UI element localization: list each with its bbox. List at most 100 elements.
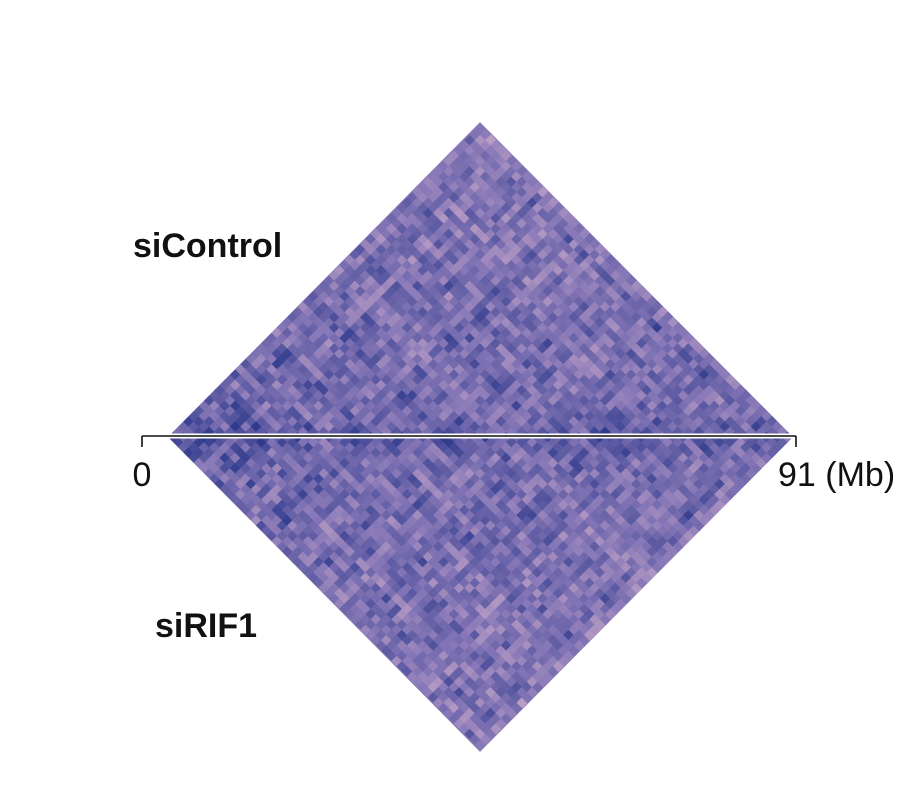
heatmap-cell <box>318 509 331 521</box>
heatmap-cell <box>573 462 586 475</box>
heatmap-cell <box>412 634 424 646</box>
heatmap-cell <box>745 415 758 428</box>
heatmap-cell <box>526 321 539 334</box>
heatmap-cell <box>490 368 502 381</box>
heatmap-cell <box>552 493 565 506</box>
heatmap-cell <box>443 228 456 240</box>
heatmap-cell <box>599 478 612 490</box>
heatmap-cell <box>365 524 377 537</box>
heatmap-cell <box>573 243 586 256</box>
heatmap-cell <box>709 399 721 412</box>
heatmap-cell <box>729 399 742 412</box>
heatmap-cell <box>380 259 393 271</box>
heatmap-cell <box>443 290 456 303</box>
heatmap-cell <box>646 368 659 381</box>
heatmap-cell <box>318 321 331 334</box>
heatmap-cell <box>558 415 570 428</box>
genomic-axis <box>141 433 797 447</box>
heatmap-cell <box>636 399 648 412</box>
heatmap-cell <box>459 212 471 225</box>
heatmap-cell <box>552 212 565 225</box>
heatmap-cell <box>537 384 549 396</box>
heatmap-cell <box>438 399 450 412</box>
heatmap-cell <box>511 243 523 256</box>
heatmap-cell <box>344 368 357 381</box>
heatmap-cell <box>245 446 258 459</box>
heatmap-cell <box>542 243 555 256</box>
heatmap-cell <box>573 368 586 381</box>
heatmap-cell <box>438 274 450 287</box>
heatmap-cell <box>391 353 403 365</box>
heatmap-cell <box>469 306 482 318</box>
heatmap-cell <box>250 399 263 412</box>
heatmap-cell <box>485 353 497 365</box>
heatmap-cell <box>427 243 440 256</box>
heatmap-cell <box>443 665 456 678</box>
heatmap-cell <box>505 259 518 271</box>
heatmap-cell <box>469 212 482 225</box>
heatmap-cell <box>589 478 601 490</box>
heatmap-cell <box>526 478 539 490</box>
heatmap-cell <box>391 415 403 428</box>
heatmap-cell <box>490 399 502 412</box>
heatmap-cell <box>589 290 601 303</box>
heatmap-cell <box>474 728 487 740</box>
heatmap-cell <box>459 399 471 412</box>
heatmap-cell <box>412 238 424 251</box>
heatmap-cell <box>391 321 403 334</box>
heatmap-cell <box>250 462 263 475</box>
heatmap-cell <box>537 290 549 303</box>
heatmap-cell <box>698 399 711 412</box>
heatmap-cell <box>271 368 284 381</box>
heatmap-cell <box>229 462 242 475</box>
heatmap-cell <box>505 415 518 428</box>
heatmap-cell <box>474 207 487 219</box>
heatmap-cell <box>235 415 247 428</box>
heatmap-cell <box>630 384 643 396</box>
heatmap-cell <box>573 337 586 350</box>
heatmap-cell <box>271 399 284 412</box>
heatmap-cell <box>287 478 299 490</box>
heatmap-cell <box>422 478 435 490</box>
heatmap-cell <box>427 587 440 600</box>
heatmap-cell <box>412 259 424 271</box>
heatmap-cell <box>651 415 664 428</box>
heatmap-cell <box>318 540 331 553</box>
heatmap-cell <box>683 478 695 490</box>
heatmap-cell <box>328 446 341 459</box>
heatmap-cell <box>490 202 502 214</box>
heatmap-cell <box>542 493 555 506</box>
heatmap-cell <box>709 493 721 506</box>
heatmap-cell <box>380 217 393 230</box>
heatmap-cell <box>724 478 737 490</box>
heatmap-cell <box>375 493 388 506</box>
heatmap-cell <box>620 478 633 490</box>
heatmap-cell <box>193 415 206 428</box>
heatmap-cell <box>443 248 456 261</box>
heatmap-cell <box>412 603 424 615</box>
heatmap-cell <box>474 186 487 199</box>
heatmap-cell <box>334 524 346 537</box>
heatmap-cell <box>646 306 659 318</box>
heatmap-cell <box>537 478 549 490</box>
heatmap-cell <box>302 337 315 350</box>
heatmap-cell <box>474 248 487 261</box>
heatmap-cell <box>380 634 393 646</box>
heatmap-cell <box>469 462 482 475</box>
heatmap-cell <box>615 274 627 287</box>
heatmap-cell <box>297 478 310 490</box>
heatmap-cell <box>615 368 627 381</box>
heatmap-cell <box>318 446 331 459</box>
heatmap-cell <box>443 696 456 709</box>
heatmap-cell <box>396 368 409 381</box>
heatmap-cell <box>558 446 570 459</box>
heatmap-cell <box>459 222 471 235</box>
heatmap-cell <box>558 259 570 271</box>
heatmap-cell <box>412 509 424 521</box>
heatmap-cell <box>490 306 502 318</box>
heatmap-cell <box>412 290 424 303</box>
heatmap-cell <box>474 738 487 751</box>
heatmap-cell <box>427 306 440 318</box>
sirif1-heatmap-cells <box>168 437 793 751</box>
heatmap-cell <box>552 462 565 475</box>
